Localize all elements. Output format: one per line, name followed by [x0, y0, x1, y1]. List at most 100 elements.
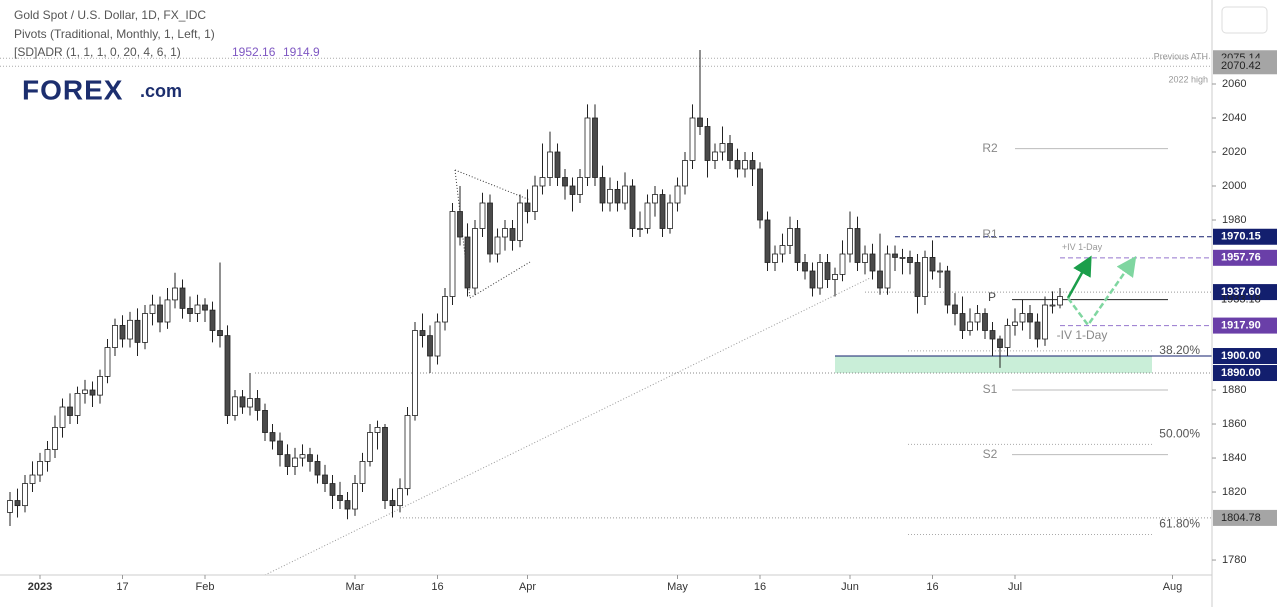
level-text: R1	[982, 227, 998, 241]
candle-body	[817, 262, 823, 289]
candle-body	[802, 262, 808, 272]
candle-body	[479, 202, 486, 229]
price-tag-label: 2070.42	[1221, 60, 1261, 72]
price-tag-label: 1937.60	[1221, 286, 1261, 298]
candle-body	[247, 398, 253, 408]
candle-body	[787, 228, 793, 246]
candle-body	[127, 319, 133, 340]
candle-body	[697, 117, 703, 127]
candle-body	[1042, 304, 1048, 340]
price-tag	[1213, 249, 1277, 266]
candle-body	[337, 495, 343, 501]
y-tick-label: 2020	[1222, 146, 1246, 158]
candle-body	[824, 262, 831, 280]
candle-body	[524, 202, 531, 212]
level-text: 38.20%	[1159, 343, 1200, 357]
candle-body	[599, 177, 606, 204]
candle-body	[637, 228, 643, 230]
candle-body	[592, 117, 598, 178]
candle-body	[652, 194, 658, 204]
candle-body	[554, 151, 561, 178]
bull-arrow	[1066, 255, 1092, 299]
y-tick-label: 1880	[1222, 384, 1246, 396]
candle-body	[344, 500, 351, 510]
candle-body	[352, 483, 358, 510]
trendline	[264, 277, 871, 576]
x-tick-label: Jun	[841, 581, 859, 593]
candle-body	[659, 194, 666, 229]
candle-body	[74, 393, 81, 416]
x-tick-label: Apr	[519, 581, 536, 593]
candle-body	[322, 474, 328, 484]
candle-body	[314, 461, 321, 476]
candle-body	[1012, 321, 1018, 326]
logo-suffix: .com	[140, 81, 182, 101]
y-tick-label: 1840	[1222, 452, 1246, 464]
candle-body	[749, 160, 756, 170]
y-tick-label: 1860	[1222, 418, 1246, 430]
price-tag-label: 1804.78	[1221, 512, 1261, 524]
candle-body	[262, 410, 268, 433]
level-text: S1	[983, 382, 998, 396]
candle-body	[434, 321, 441, 357]
x-tick-label: Aug	[1163, 581, 1183, 593]
candle-body	[172, 287, 178, 301]
y-tick-label: 2000	[1222, 180, 1246, 192]
level-text: Previous ATH	[1154, 52, 1208, 62]
x-tick-label: 2023	[28, 581, 52, 593]
candle-body	[1004, 325, 1011, 348]
candle-body	[757, 168, 763, 221]
candle-body	[412, 330, 418, 416]
level-text: 50.00%	[1159, 427, 1200, 441]
candle-body	[179, 287, 186, 309]
candle-body	[7, 500, 13, 513]
candle-body	[487, 202, 493, 255]
candle-body	[914, 262, 921, 297]
candle-body	[29, 474, 36, 484]
logo: FOREX	[22, 74, 123, 105]
candle-body	[674, 185, 681, 204]
candle-body	[892, 253, 898, 258]
candle-body	[877, 270, 883, 289]
candle-body	[772, 253, 778, 263]
x-tick-label: 16	[926, 581, 938, 593]
candle-body	[374, 427, 381, 433]
candle-body	[884, 253, 891, 289]
candle-body	[59, 406, 66, 428]
level-text: 61.80%	[1159, 517, 1200, 531]
x-tick-label: 17	[116, 581, 128, 593]
candle-body	[112, 325, 118, 348]
candle-body	[359, 461, 366, 484]
candle-body	[104, 347, 111, 377]
adr-value: 1914.9	[283, 45, 320, 59]
candle-body	[119, 325, 126, 340]
candle-body	[667, 202, 673, 229]
x-tick-label: 16	[431, 581, 443, 593]
candle-body	[997, 338, 1003, 348]
bear-arrow	[1066, 255, 1137, 328]
settings-button[interactable]	[1221, 6, 1268, 34]
candle-body	[1034, 321, 1041, 340]
y-tick-label: 1820	[1222, 486, 1246, 498]
candle-body	[239, 396, 246, 408]
x-tick-label: Jul	[1008, 581, 1022, 593]
candle-body	[299, 454, 306, 459]
candle-body	[727, 143, 733, 161]
candle-body	[952, 304, 958, 314]
price-tag	[1213, 365, 1277, 382]
candle-body	[187, 308, 193, 314]
candle-body	[712, 151, 718, 161]
candle-body	[97, 376, 103, 396]
candle-body	[742, 160, 748, 170]
candle-body	[134, 319, 141, 343]
candle-body	[922, 257, 928, 297]
candle-body	[397, 488, 403, 507]
candle-body	[967, 321, 973, 331]
candle-body	[464, 236, 471, 289]
y-tick-label: 1780	[1222, 554, 1246, 566]
price-tag	[1213, 317, 1277, 334]
candle-body	[1057, 296, 1063, 306]
candle-body	[779, 245, 786, 255]
candle-body	[52, 427, 58, 450]
